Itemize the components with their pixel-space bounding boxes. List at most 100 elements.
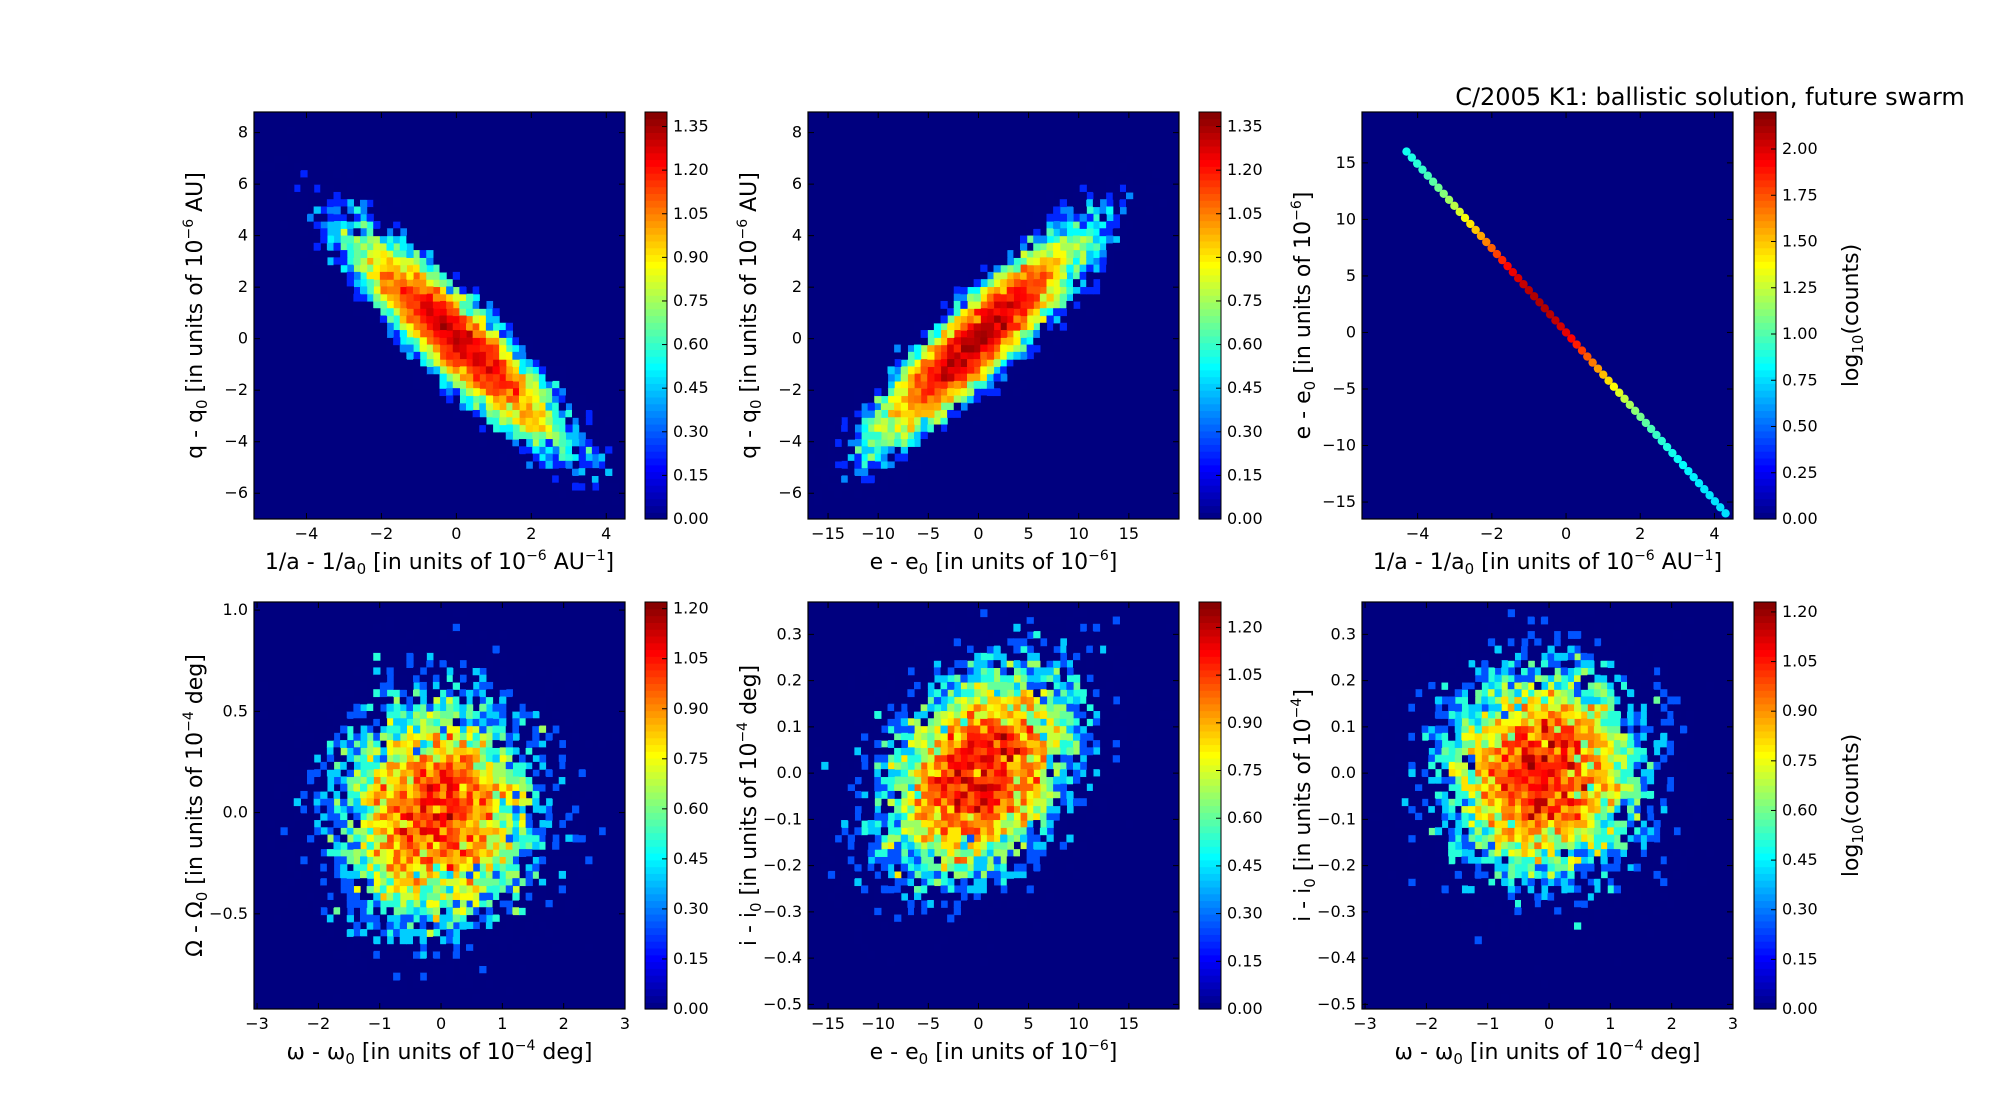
hex-cell bbox=[1620, 674, 1628, 683]
hex-cell bbox=[920, 351, 928, 360]
hex-cell bbox=[1053, 711, 1061, 719]
hex-cell bbox=[967, 689, 975, 698]
hex-cell bbox=[585, 431, 593, 440]
hex-cell bbox=[940, 674, 948, 683]
hex-cell bbox=[406, 805, 414, 814]
hex-cell bbox=[572, 395, 580, 404]
hex-cell bbox=[558, 424, 566, 433]
hex-cell bbox=[618, 511, 625, 519]
hex-cell bbox=[887, 674, 895, 683]
hex-cell bbox=[986, 293, 995, 302]
hex-cell bbox=[986, 271, 995, 280]
hex-cell bbox=[1000, 293, 1008, 302]
line-cell bbox=[1567, 334, 1576, 343]
hex-cell bbox=[973, 892, 981, 901]
hex-cell bbox=[920, 899, 928, 908]
hex-cell bbox=[538, 820, 547, 828]
hex-cell bbox=[960, 827, 968, 836]
hex-cell bbox=[353, 213, 361, 222]
hex-cell bbox=[419, 271, 427, 280]
hex-cell bbox=[419, 703, 427, 712]
hex-cell bbox=[1046, 279, 1054, 288]
hex-cell bbox=[920, 446, 928, 455]
hex-cell bbox=[353, 228, 361, 237]
hex-cell bbox=[1066, 623, 1074, 632]
hex-cell bbox=[333, 878, 341, 887]
hex-cell bbox=[1059, 812, 1067, 821]
hex-cell bbox=[452, 892, 460, 901]
colorbar-step bbox=[645, 751, 667, 759]
hex-cell bbox=[439, 812, 447, 821]
hex-cell bbox=[406, 286, 414, 295]
y-tick-label: −4 bbox=[778, 432, 802, 451]
hex-cell bbox=[293, 696, 301, 705]
hex-cell bbox=[532, 417, 540, 426]
hex-cell bbox=[940, 841, 948, 850]
hex-cell bbox=[907, 783, 915, 792]
line-cell bbox=[1556, 322, 1565, 331]
hex-cell bbox=[525, 870, 533, 879]
hex-cell bbox=[439, 936, 447, 945]
hex-cell bbox=[867, 460, 875, 469]
hex-cell bbox=[466, 718, 474, 727]
hex-cell bbox=[413, 885, 421, 894]
hex-cell bbox=[366, 257, 374, 266]
hex-cell bbox=[426, 366, 434, 375]
hex-cell bbox=[399, 337, 407, 346]
colorbar-step bbox=[645, 737, 667, 746]
hex-cell bbox=[874, 460, 882, 469]
hex-cell bbox=[993, 337, 1001, 346]
hex-cell bbox=[287, 820, 295, 828]
hex-cell bbox=[426, 344, 434, 353]
hex-cell bbox=[459, 322, 467, 331]
hex-cell bbox=[326, 213, 335, 222]
hex-cell bbox=[485, 344, 494, 353]
hex-cell bbox=[1073, 191, 1081, 200]
hex-cell bbox=[1165, 623, 1173, 632]
colorbar-step bbox=[1754, 206, 1776, 215]
hex-cell bbox=[967, 351, 975, 360]
hex-cell bbox=[1006, 754, 1014, 763]
hex-cell bbox=[914, 638, 922, 647]
colorbar-step bbox=[1199, 220, 1221, 228]
hex-cell bbox=[947, 308, 955, 317]
colorbar-tick-label: 0.15 bbox=[1227, 465, 1263, 484]
hex-cell bbox=[854, 805, 862, 814]
hex-cell bbox=[591, 475, 600, 484]
hex-cell bbox=[432, 798, 441, 807]
colorbar-step bbox=[645, 920, 667, 929]
hex-cell bbox=[940, 330, 948, 338]
hex-cell bbox=[459, 351, 467, 360]
hex-cell bbox=[472, 286, 480, 295]
hex-cell bbox=[1006, 257, 1014, 266]
hex-cell bbox=[1567, 674, 1575, 683]
hex-cell bbox=[1006, 359, 1014, 367]
colorbar-step bbox=[1199, 954, 1221, 963]
hex-cell bbox=[360, 264, 368, 273]
hex-cell bbox=[585, 468, 593, 476]
hex-cell bbox=[1026, 820, 1034, 828]
hex-cell bbox=[466, 769, 474, 778]
hex-cell bbox=[980, 921, 988, 930]
colorbar-step bbox=[645, 839, 667, 847]
hex-cell bbox=[1507, 769, 1515, 778]
hex-cell bbox=[479, 703, 487, 712]
hex-cell bbox=[320, 213, 328, 222]
hex-cell bbox=[346, 914, 354, 923]
hex-cell bbox=[552, 783, 560, 792]
hex-cell bbox=[920, 805, 928, 814]
colorbar-step bbox=[1199, 622, 1221, 630]
hex-cell bbox=[379, 696, 388, 705]
hex-cell bbox=[993, 725, 1001, 734]
hex-cell bbox=[847, 805, 855, 814]
hex-cell bbox=[967, 747, 975, 756]
hex-cell bbox=[1059, 235, 1067, 244]
hex-cell bbox=[578, 431, 586, 440]
hex-cell bbox=[386, 308, 394, 317]
hex-cell bbox=[1013, 696, 1021, 705]
hex-cell bbox=[993, 747, 1001, 756]
colorbar-step bbox=[1199, 451, 1221, 459]
hex-cell bbox=[479, 667, 487, 676]
hex-cell bbox=[940, 696, 948, 705]
hex-cell bbox=[366, 878, 374, 887]
